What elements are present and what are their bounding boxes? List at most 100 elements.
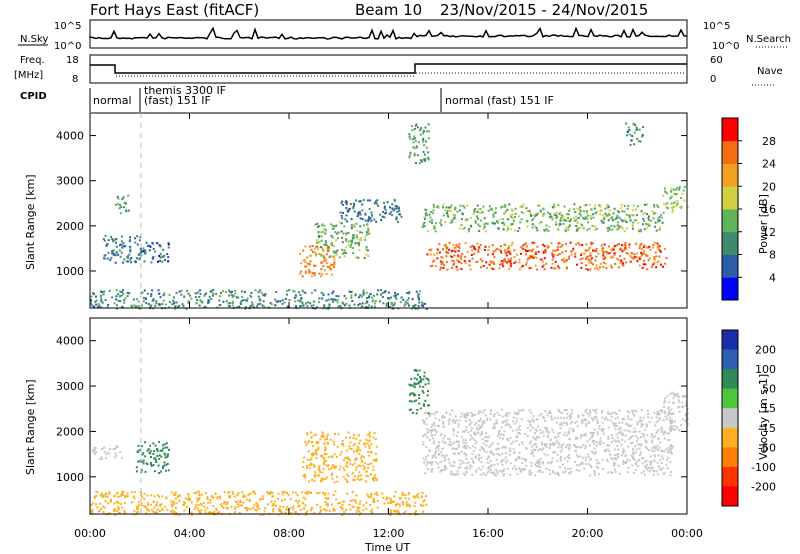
echo-cell <box>621 227 624 230</box>
echo-cell <box>594 451 597 454</box>
echo-cell <box>390 211 393 214</box>
echo-cell <box>296 501 299 504</box>
echo-cell <box>550 416 553 419</box>
echo-cell <box>384 212 387 215</box>
echo-cell <box>565 226 568 229</box>
echo-cell <box>531 223 534 226</box>
echo-cell <box>160 503 163 506</box>
echo-cell <box>665 463 668 466</box>
echo-cell <box>466 204 469 207</box>
echo-cell <box>441 416 444 419</box>
echo-cell <box>540 221 543 223</box>
echo-cell <box>644 263 647 266</box>
echo-cell <box>109 500 112 503</box>
echo-cell <box>141 291 144 294</box>
echo-cell <box>322 467 325 470</box>
echo-cell <box>432 205 435 208</box>
echo-cell <box>644 465 646 468</box>
x-tick-label: 20:00 <box>572 527 604 540</box>
echo-cell <box>625 221 628 224</box>
echo-cell <box>113 502 116 505</box>
echo-cell <box>585 445 588 448</box>
echo-cell <box>662 472 665 475</box>
echo-cell <box>362 464 365 467</box>
echo-cell <box>508 260 511 263</box>
echo-cell <box>324 438 327 441</box>
echo-cell <box>316 222 319 225</box>
echo-cell <box>525 263 528 266</box>
echo-cell <box>514 459 517 462</box>
echo-cell <box>324 240 327 242</box>
echo-cell <box>632 257 635 260</box>
echo-cell <box>406 302 409 305</box>
echo-cell <box>212 496 215 499</box>
echo-cell <box>479 410 482 413</box>
echo-cell <box>670 196 673 199</box>
echo-cell <box>211 294 214 297</box>
echo-cell <box>653 256 656 259</box>
echo-cell <box>368 231 371 234</box>
echo-cell <box>618 432 621 435</box>
echo-cell <box>648 420 651 423</box>
echo-cell <box>151 289 154 292</box>
echo-cell <box>205 292 208 295</box>
echo-cell <box>355 236 358 239</box>
echo-cell <box>626 423 629 426</box>
echo-cell <box>552 255 555 258</box>
echo-cell <box>356 509 359 512</box>
echo-cell <box>101 457 104 460</box>
echo-cell <box>331 236 334 239</box>
echo-cell <box>207 511 210 514</box>
echo-cell <box>433 424 436 427</box>
echo-cell <box>164 469 167 472</box>
echo-cell <box>253 491 256 494</box>
echo-cell <box>461 212 464 215</box>
echo-cell <box>608 209 611 212</box>
echo-cell <box>617 464 620 467</box>
echo-cell <box>560 422 563 425</box>
echo-cell <box>615 457 618 460</box>
echo-cell <box>325 503 328 506</box>
echo-cell <box>148 249 151 252</box>
echo-cell <box>168 306 171 309</box>
echo-cell <box>282 493 284 496</box>
echo-cell <box>568 456 571 459</box>
echo-cell <box>241 491 244 494</box>
echo-cell <box>108 512 111 515</box>
echo-cell <box>317 446 320 449</box>
echo-cell <box>341 236 344 239</box>
echo-cell <box>129 258 132 261</box>
echo-cell <box>380 219 383 221</box>
echo-cell <box>606 448 609 451</box>
echo-cell <box>352 207 355 210</box>
echo-cell <box>605 214 608 217</box>
echo-cell <box>431 264 434 267</box>
echo-cell <box>653 205 656 208</box>
echo-cell <box>332 509 335 512</box>
echo-cell <box>448 438 451 441</box>
echo-cell <box>464 444 467 447</box>
echo-cell <box>551 428 554 431</box>
echo-cell <box>620 225 623 228</box>
echo-cell <box>355 457 358 460</box>
echo-cell <box>449 473 452 476</box>
echo-cell <box>123 206 126 209</box>
echo-cell <box>430 426 433 428</box>
echo-cell <box>341 504 344 506</box>
echo-cell <box>492 427 495 430</box>
echo-cell <box>431 467 434 470</box>
echo-cell <box>181 303 184 306</box>
echo-cell <box>331 292 334 295</box>
echo-cell <box>408 133 411 136</box>
echo-cell <box>436 248 439 251</box>
echo-cell <box>525 253 527 256</box>
echo-cell <box>592 249 594 252</box>
echo-cell <box>451 420 454 423</box>
echo-cell <box>375 445 378 448</box>
echo-cell <box>589 412 592 415</box>
echo-cell <box>290 506 293 509</box>
power-colorbar-tick: 8 <box>769 249 776 262</box>
echo-cell <box>301 501 304 504</box>
x-tick-label: 00:00 <box>74 527 106 540</box>
echo-cell <box>146 449 149 452</box>
